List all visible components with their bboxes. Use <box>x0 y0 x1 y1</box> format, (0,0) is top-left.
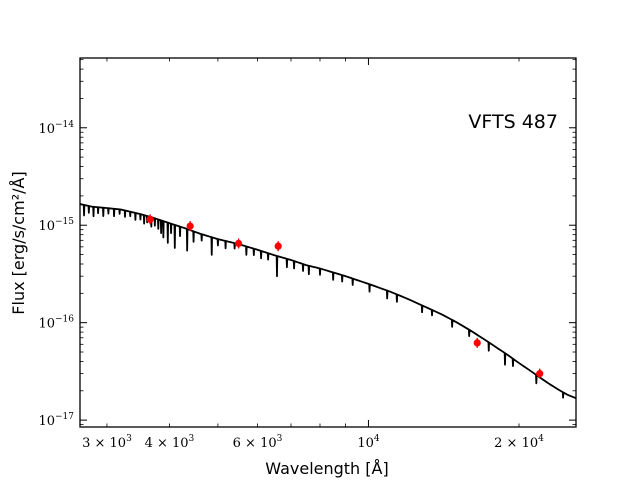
photometry-point <box>186 222 194 230</box>
photometry-point <box>146 215 154 223</box>
axis-ticks: 10−17 10−16 10−15 10−14 3 × 103 4 × 103 6 × 10… <box>38 58 576 451</box>
plot-area <box>80 203 576 400</box>
x-tick-label: 2 × 104 <box>494 434 544 451</box>
x-tick-label: 3 × 103 <box>82 434 132 451</box>
photometry-point <box>235 239 243 248</box>
y-tick-label: 10−16 <box>38 315 74 332</box>
y-axis-label: Flux [erg/s/cm²/Å] <box>9 171 28 314</box>
photometry-point <box>274 242 282 250</box>
axes-frame <box>79 57 577 428</box>
photometry-point <box>473 339 481 347</box>
y-tick-label: 10−14 <box>38 120 74 137</box>
x-tick-label: 104 <box>357 434 380 451</box>
x-axis-label: Wavelength [Å] <box>265 459 388 478</box>
x-tick-label: 4 × 103 <box>145 434 195 451</box>
y-tick-label: 10−17 <box>38 412 74 429</box>
star-name-annotation: VFTS 487 <box>468 111 558 133</box>
x-tick-label: 6 × 103 <box>233 434 283 451</box>
clipped-plot-group <box>80 203 576 400</box>
photometry-point <box>536 370 544 378</box>
y-tick-label: 10−15 <box>38 217 74 234</box>
model-spectrum-line <box>80 203 576 400</box>
